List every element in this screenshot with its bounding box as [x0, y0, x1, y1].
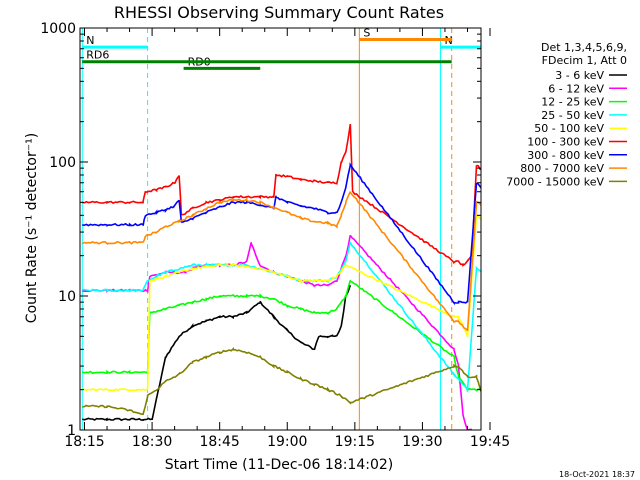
series-line-2: [81, 279, 481, 392]
axes-layer: 18:15 18:30 18:45 19:00 19:15 19:30 19:45 1 10 10…: [40, 21, 510, 450]
legend-header-line-1: Det 1,3,4,5,6,9,: [541, 41, 627, 54]
legend-entry-label: 50 - 100 keV: [534, 122, 604, 135]
legend-entry-label: 100 - 300 keV: [527, 136, 604, 149]
plot-frame: [79, 27, 482, 431]
y-tick-label: 100: [49, 155, 76, 171]
plot-area: NNSRD0RD6: [81, 27, 481, 430]
series-line-5: [82, 123, 481, 267]
x-tick-label: 18:30: [132, 434, 172, 450]
series-layer: [81, 123, 481, 430]
y-tick-label: 1: [67, 423, 76, 439]
legend: Det 1,3,4,5,6,9, FDecim 1, Att 0 3 - 6 k…: [506, 41, 627, 188]
legend-entry-label: 300 - 800 keV: [527, 149, 604, 162]
legend-entry-label: 7000 - 15000 keV: [506, 175, 604, 188]
footer-date: 18-Oct-2021 18:37: [559, 470, 635, 479]
legend-header-line-2: FDecim 1, Att 0: [542, 54, 627, 67]
y-tick-label: 10: [58, 289, 76, 305]
legend-entry-label: 25 - 50 keV: [541, 109, 604, 122]
x-axis-label: Start Time (11-Dec-06 18:14:02): [165, 457, 393, 473]
chart-title: RHESSI Observing Summary Count Rates: [114, 3, 444, 22]
series-line-0: [82, 284, 352, 422]
legend-entry-label: 3 - 6 keV: [555, 69, 604, 82]
annotation-label: N: [86, 34, 94, 47]
legend-entry-label: 800 - 7000 keV: [520, 162, 604, 175]
series-line-6: [82, 162, 481, 306]
series-line-4: [82, 213, 481, 392]
x-tick-label: 19:00: [267, 434, 307, 450]
x-tick-label: 18:45: [199, 434, 239, 450]
annotation-label: RD6: [86, 49, 109, 62]
legend-entry-label: 12 - 25 keV: [541, 96, 604, 109]
x-tick-label: 19:45: [470, 434, 510, 450]
y-axis-label: Count Rate (s⁻¹ detector⁻¹): [24, 133, 40, 323]
annotation-layer: NNSRD0RD6: [82, 27, 481, 70]
x-tick-label: 19:15: [335, 434, 375, 450]
series-line-8: [82, 347, 481, 416]
series-line-7: [81, 191, 481, 332]
x-tick-label: 18:15: [64, 434, 104, 450]
annotation-label: S: [363, 27, 370, 40]
x-tick-label: 19:30: [402, 434, 442, 450]
legend-entry-label: 6 - 12 keV: [548, 82, 604, 95]
y-tick-label: 1000: [40, 21, 76, 37]
